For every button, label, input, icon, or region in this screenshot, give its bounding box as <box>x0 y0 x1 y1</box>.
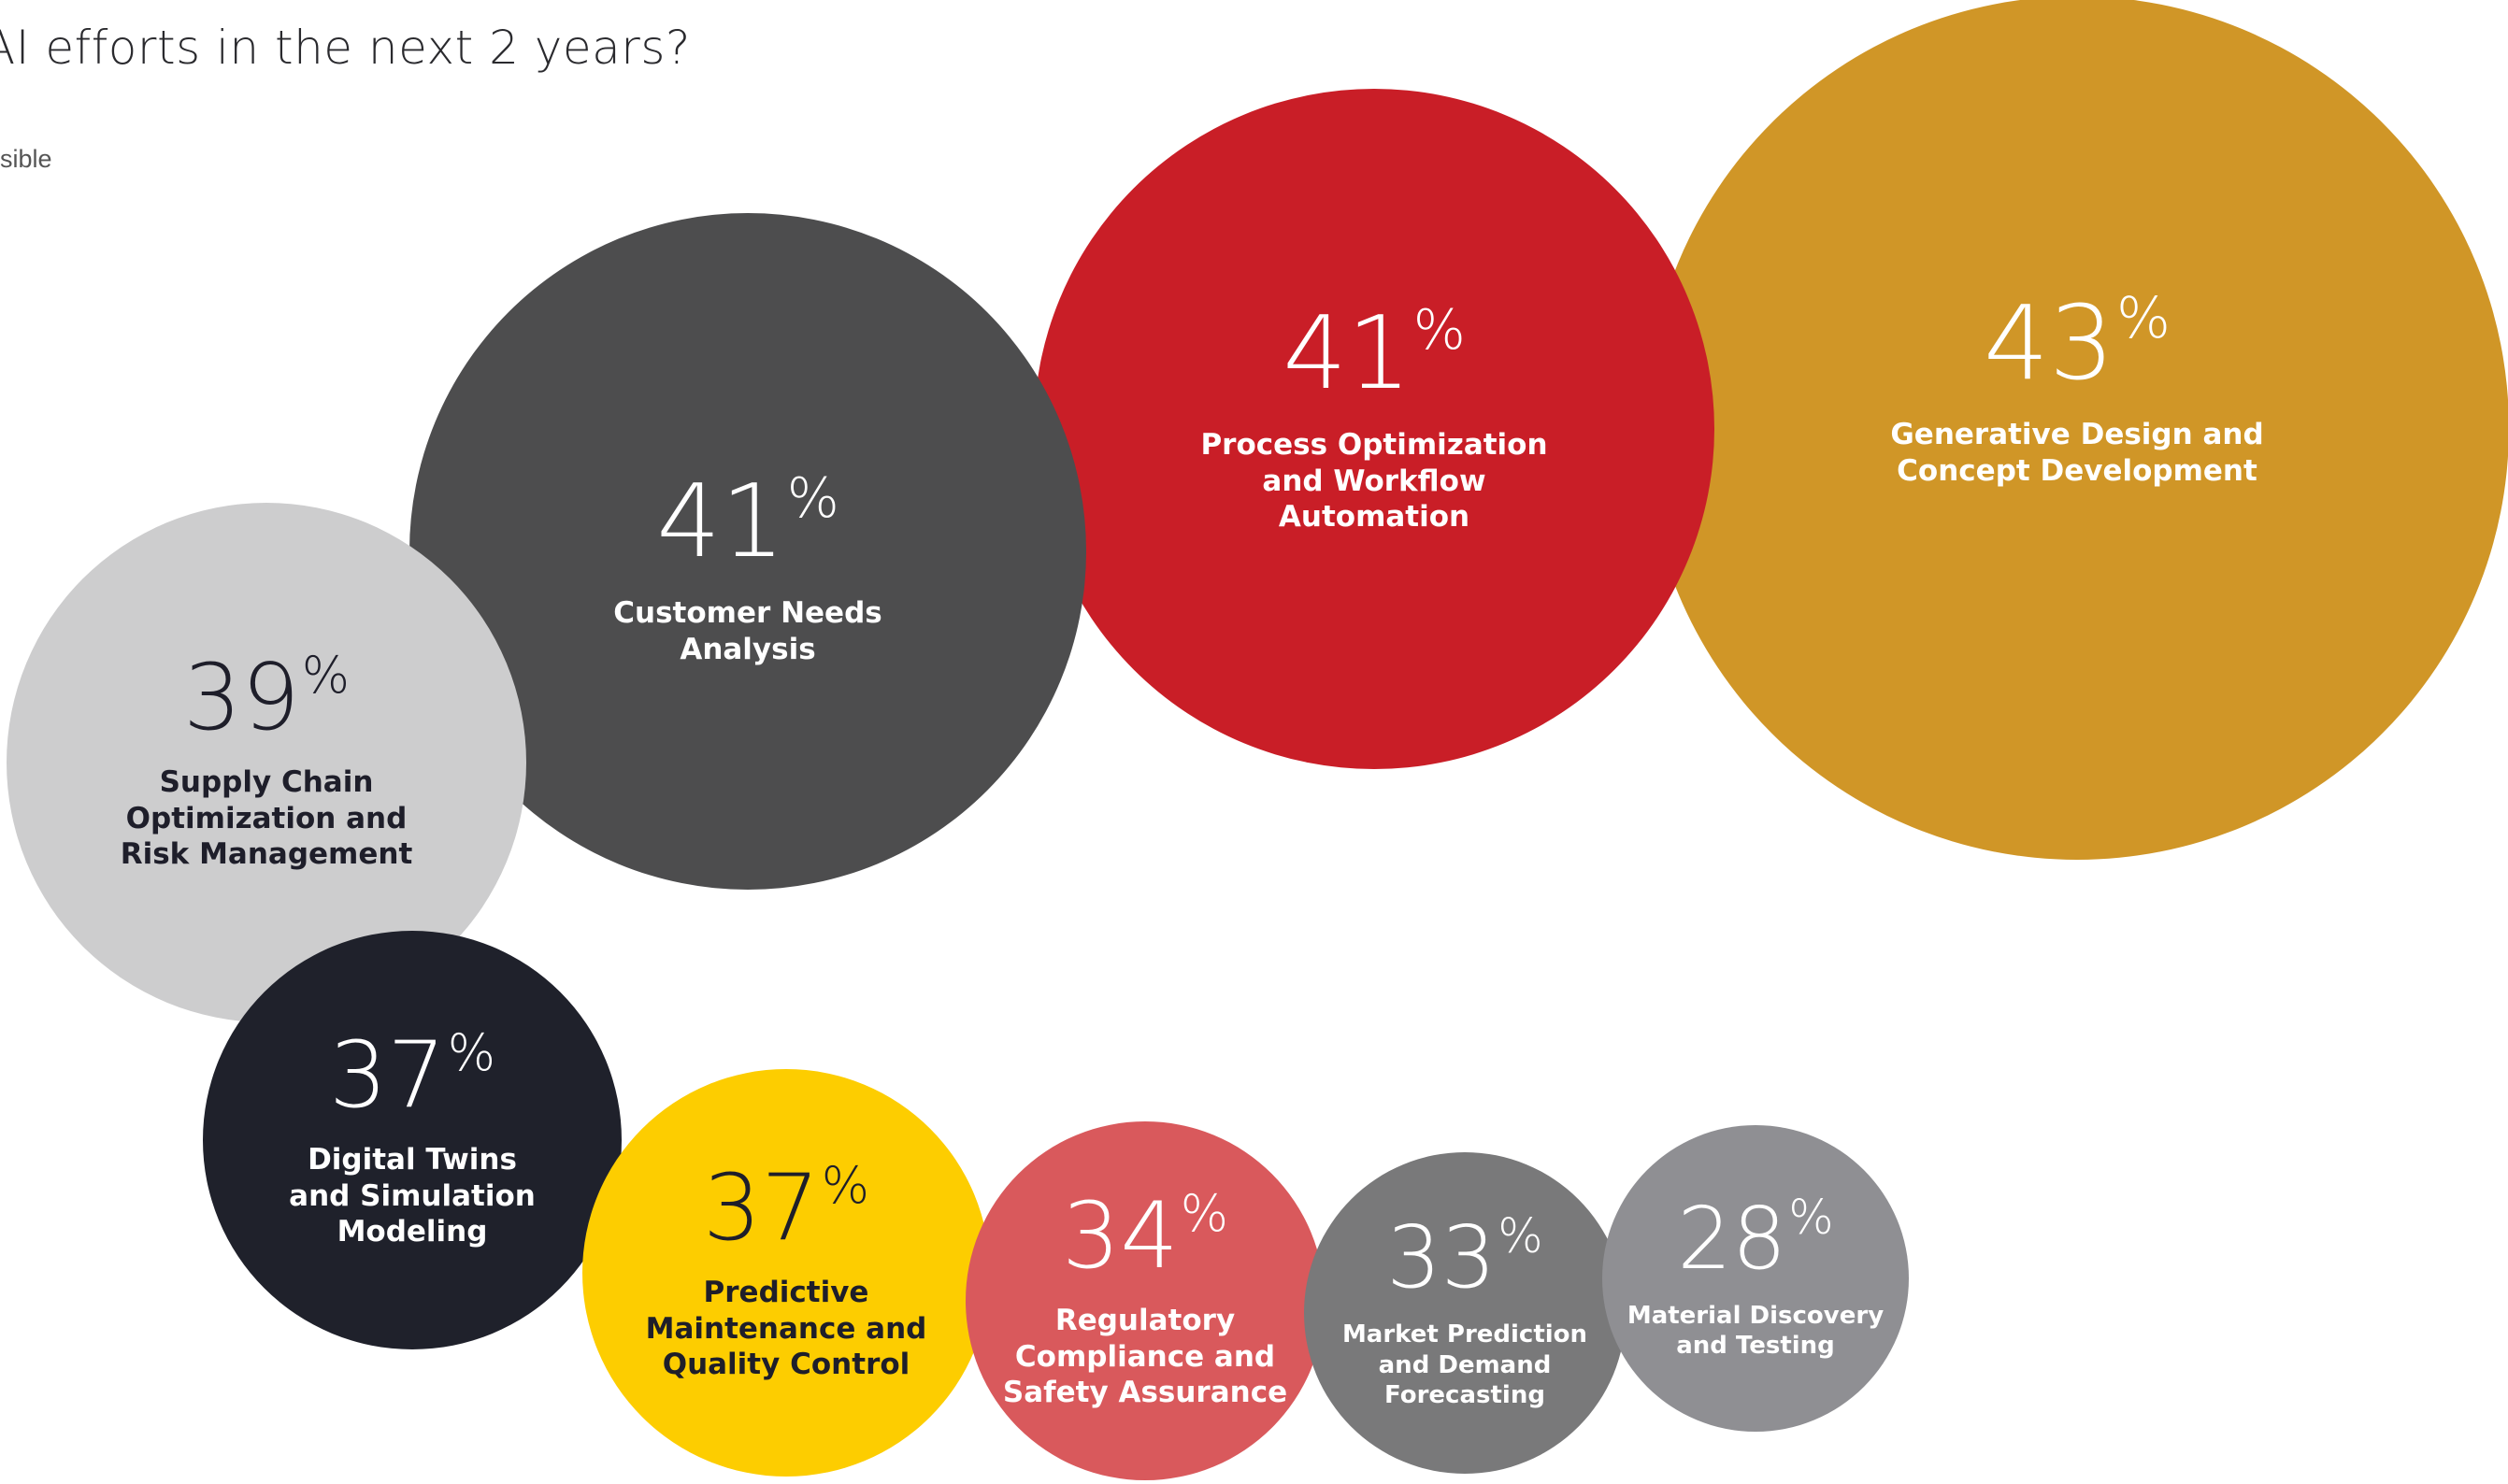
bubble-value-percent-sign: % <box>786 465 839 531</box>
bubble-value: 37% <box>702 1154 869 1262</box>
bubble-label: Supply Chain Optimization and Risk Manag… <box>120 764 413 872</box>
bubble-value-percent-sign: % <box>1498 1209 1543 1265</box>
footnote-text: sible <box>0 145 52 173</box>
bubble-value-number: 39 <box>182 644 300 751</box>
bubble-label: Market Prediction and Demand Forecasting <box>1341 1320 1588 1410</box>
bubble: 43% Generative Design and Concept Develop… <box>1645 0 2508 860</box>
bubble-value-percent-sign: % <box>1788 1190 1834 1246</box>
bubble-value: 41% <box>1283 294 1466 412</box>
bubble-value-number: 41 <box>656 464 785 581</box>
bubble-label: Material Discovery and Testing <box>1627 1301 1885 1361</box>
bubble-value-number: 37 <box>328 1021 446 1129</box>
bubble: 33% Market Prediction and Demand Forecast… <box>1304 1152 1626 1474</box>
bubble-value-number: 28 <box>1677 1188 1787 1289</box>
bubble-label: Digital Twins and Simulation Modeling <box>289 1142 536 1249</box>
bubble-value-percent-sign: % <box>447 1022 495 1082</box>
bubble-label: Customer Needs Analysis <box>613 596 882 666</box>
bubble-value-percent-sign: % <box>1412 296 1466 362</box>
bubble-label: Process Optimization and Workflow Automa… <box>1200 427 1548 535</box>
bubble-value: 39% <box>182 644 350 751</box>
question-text: AI efforts in the next 2 years? <box>0 21 691 75</box>
bubble-value-number: 43 <box>1984 283 2114 404</box>
bubble: 34% Regulatory Compliance and Safety Assu… <box>966 1121 1325 1480</box>
bubble-label: Regulatory Compliance and Safety Assuran… <box>1002 1303 1288 1410</box>
bubble: 28% Material Discovery and Testing <box>1602 1125 1909 1432</box>
bubble-value: 43% <box>1984 283 2171 404</box>
bubble-value: 28% <box>1677 1188 1834 1289</box>
bubble-value-number: 41 <box>1283 294 1412 412</box>
bubble-value: 33% <box>1386 1207 1543 1308</box>
bubble-label: Generative Design and Concept Developmen… <box>1890 418 2264 488</box>
bubble: 37% Predictive Maintenance and Quality Co… <box>582 1069 990 1477</box>
bubble-value-percent-sign: % <box>821 1155 869 1215</box>
bubble-value-percent-sign: % <box>1180 1183 1228 1243</box>
bubble: 37% Digital Twins and Simulation Modeling <box>203 931 622 1349</box>
bubble-value: 37% <box>328 1021 495 1129</box>
bubble: 41% Process Optimization and Workflow Aut… <box>1034 89 1714 769</box>
bubble-value-number: 33 <box>1386 1207 1497 1308</box>
bubble-value: 41% <box>656 464 839 581</box>
bubble-value-number: 37 <box>702 1154 820 1262</box>
bubble-value-percent-sign: % <box>2116 285 2171 352</box>
bubble-value-number: 34 <box>1061 1182 1179 1290</box>
bubble-value: 34% <box>1061 1182 1228 1290</box>
bubble-label: Predictive Maintenance and Quality Contr… <box>645 1275 927 1382</box>
bubble-value-percent-sign: % <box>301 645 350 705</box>
bubble: 41% Customer Needs Analysis <box>409 213 1086 890</box>
